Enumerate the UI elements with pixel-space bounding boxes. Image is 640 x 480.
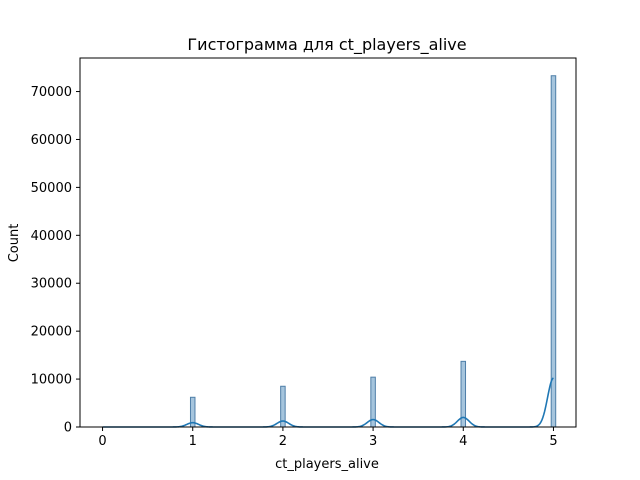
- y-tick-label-60000: 60000: [31, 133, 72, 148]
- x-tick-label-3: 3: [369, 434, 377, 449]
- y-tick-label-10000: 10000: [31, 373, 72, 388]
- y-tick-label-40000: 40000: [31, 229, 72, 244]
- bar-5: [550, 75, 557, 428]
- x-tick-label-0: 0: [98, 434, 106, 449]
- chart-title: Гистограмма для ct_players_alive: [187, 35, 466, 55]
- y-tick-label-30000: 30000: [31, 277, 72, 292]
- bars-group: [189, 75, 557, 428]
- kde-line: [102, 377, 554, 428]
- y-tick-label-0: 0: [64, 421, 72, 436]
- kde-group: [102, 377, 554, 428]
- y-tick-label-50000: 50000: [31, 181, 72, 196]
- y-axis-label: Count: [7, 224, 22, 263]
- x-axis-label: ct_players_alive: [275, 457, 379, 472]
- plot-frame: [79, 57, 577, 428]
- y-tick-label-70000: 70000: [31, 85, 72, 100]
- x-tick-label-2: 2: [279, 434, 287, 449]
- x-tick-label-5: 5: [549, 434, 557, 449]
- x-tick-label-1: 1: [189, 434, 197, 449]
- x-tick-label-4: 4: [459, 434, 467, 449]
- axes-group: 0 1 2 3 4 5 0 10000 20000 30000 40000 50000 60000 700…: [31, 57, 577, 449]
- y-tick-label-20000: 20000: [31, 325, 72, 340]
